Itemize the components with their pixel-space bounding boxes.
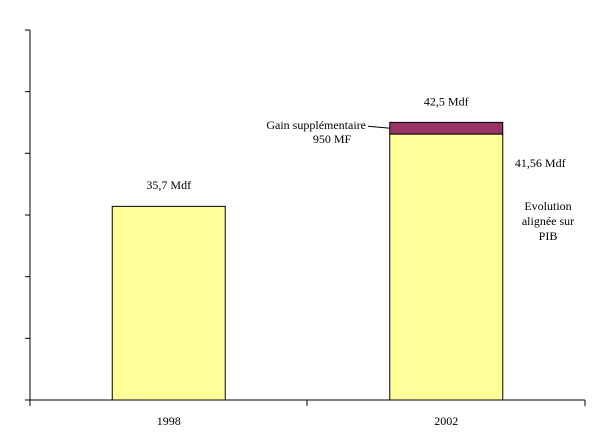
x-tick-label: 2002	[434, 414, 458, 428]
total-label: 35,7 Mdf	[146, 178, 191, 192]
annotation: Gain supplémentaire	[266, 118, 366, 132]
total-label: 42,5 Mdf	[424, 94, 469, 108]
x-tick-label: 1998	[157, 414, 181, 428]
annotation: Evolution	[524, 199, 571, 213]
bar-segment	[111, 205, 226, 401]
annotation: alignée sur	[522, 214, 574, 228]
bar-segment	[389, 121, 504, 135]
value-label: 950 MF	[313, 132, 352, 146]
value-label: 41,56 Mdf	[515, 156, 566, 170]
leader-line	[367, 125, 390, 129]
annotation: PIB	[539, 229, 558, 243]
bar-segment	[389, 133, 504, 401]
